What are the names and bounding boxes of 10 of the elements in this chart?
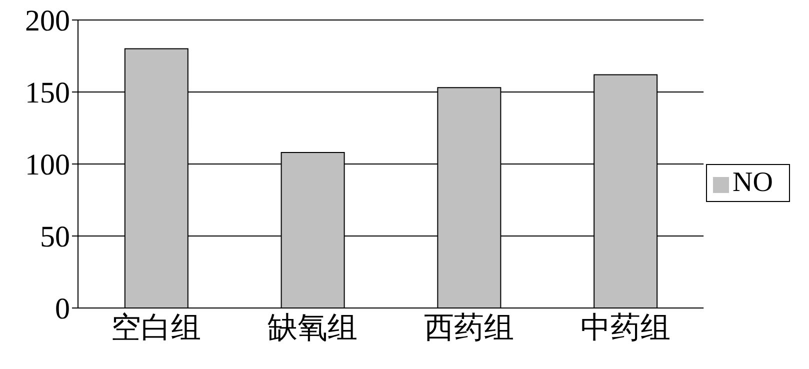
y-tick-label: 100: [25, 148, 70, 182]
x-tick-label: 缺氧组: [268, 311, 358, 344]
x-tick-label: 空白组: [111, 311, 202, 344]
x-tick-label: 西药组: [424, 311, 514, 344]
x-tick-label: 中药组: [580, 311, 670, 344]
y-tick-label: 150: [25, 76, 70, 110]
legend-label: NO: [732, 167, 773, 198]
y-tick-label: 200: [25, 4, 70, 38]
y-tick-label: 50: [40, 220, 70, 254]
y-tick-label: 0: [55, 292, 70, 326]
